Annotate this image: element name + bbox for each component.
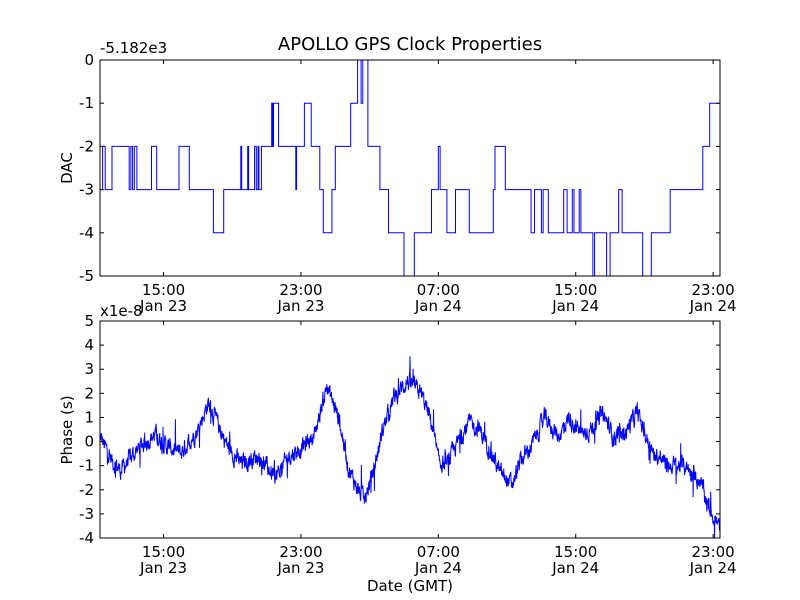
dac-xtick-label-date: Jan 23 [139,297,187,315]
phase-xtick-label-date: Jan 24 [551,559,599,577]
phase-series-line [100,356,720,538]
dac-offset-text: -5.182e3 [100,39,167,57]
dac-xtick-label-time: 23:00 [692,281,735,299]
dac-ytick-label: -1 [79,94,94,112]
dac-xtick-label-time: 15:00 [554,281,597,299]
phase-xtick-label-time: 23:00 [692,543,735,561]
phase-xtick-label-time: 15:00 [142,543,185,561]
phase-xtick-label-time: 23:00 [279,543,322,561]
dac-xtick-label-date: Jan 23 [276,297,324,315]
phase-xtick-label-time: 07:00 [417,543,460,561]
dac-ytick-label: -3 [79,181,94,199]
phase-xtick-label-date: Jan 23 [276,559,324,577]
phase-xtick-label-date: Jan 24 [689,559,737,577]
dac-xtick-label-date: Jan 24 [414,297,462,315]
dac-xtick-label-time: 15:00 [142,281,185,299]
dac-xtick-label-date: Jan 24 [551,297,599,315]
x-axis-label: Date (GMT) [367,577,453,595]
phase-ytick-label: -1 [79,457,94,475]
phase-xtick-label-date: Jan 24 [414,559,462,577]
dac-ytick-label: -5 [79,267,94,285]
dac-series-line [100,60,720,276]
phase-ylabel: Phase (s) [58,395,76,464]
phase-ytick-label: 1 [84,408,94,426]
phase-ytick-label: 3 [84,360,94,378]
phase-ytick-label: -2 [79,481,94,499]
phase-axes-frame [99,320,721,539]
dac-xtick-label-date: Jan 24 [689,297,737,315]
phase-xtick-label-date: Jan 23 [139,559,187,577]
phase-ytick-label: 5 [84,312,94,330]
phase-xtick-label-time: 15:00 [554,543,597,561]
dac-ylabel: DAC [58,152,76,184]
phase-ytick-label: 4 [84,336,94,354]
chart-title: APOLLO GPS Clock Properties [278,34,542,55]
dac-ytick-label: 0 [84,51,94,69]
phase-ytick-label: -4 [79,529,94,547]
dac-xtick-label-time: 23:00 [279,281,322,299]
dac-axes-frame [99,59,721,277]
phase-ytick-label: -3 [79,505,94,523]
phase-offset-text: x1e-8 [100,302,143,320]
dac-ytick-label: -4 [79,224,94,242]
phase-ytick-label: 2 [84,384,94,402]
dac-xtick-label-time: 07:00 [417,281,460,299]
dac-ytick-label: -2 [79,137,94,155]
phase-ytick-label: 0 [84,433,94,451]
